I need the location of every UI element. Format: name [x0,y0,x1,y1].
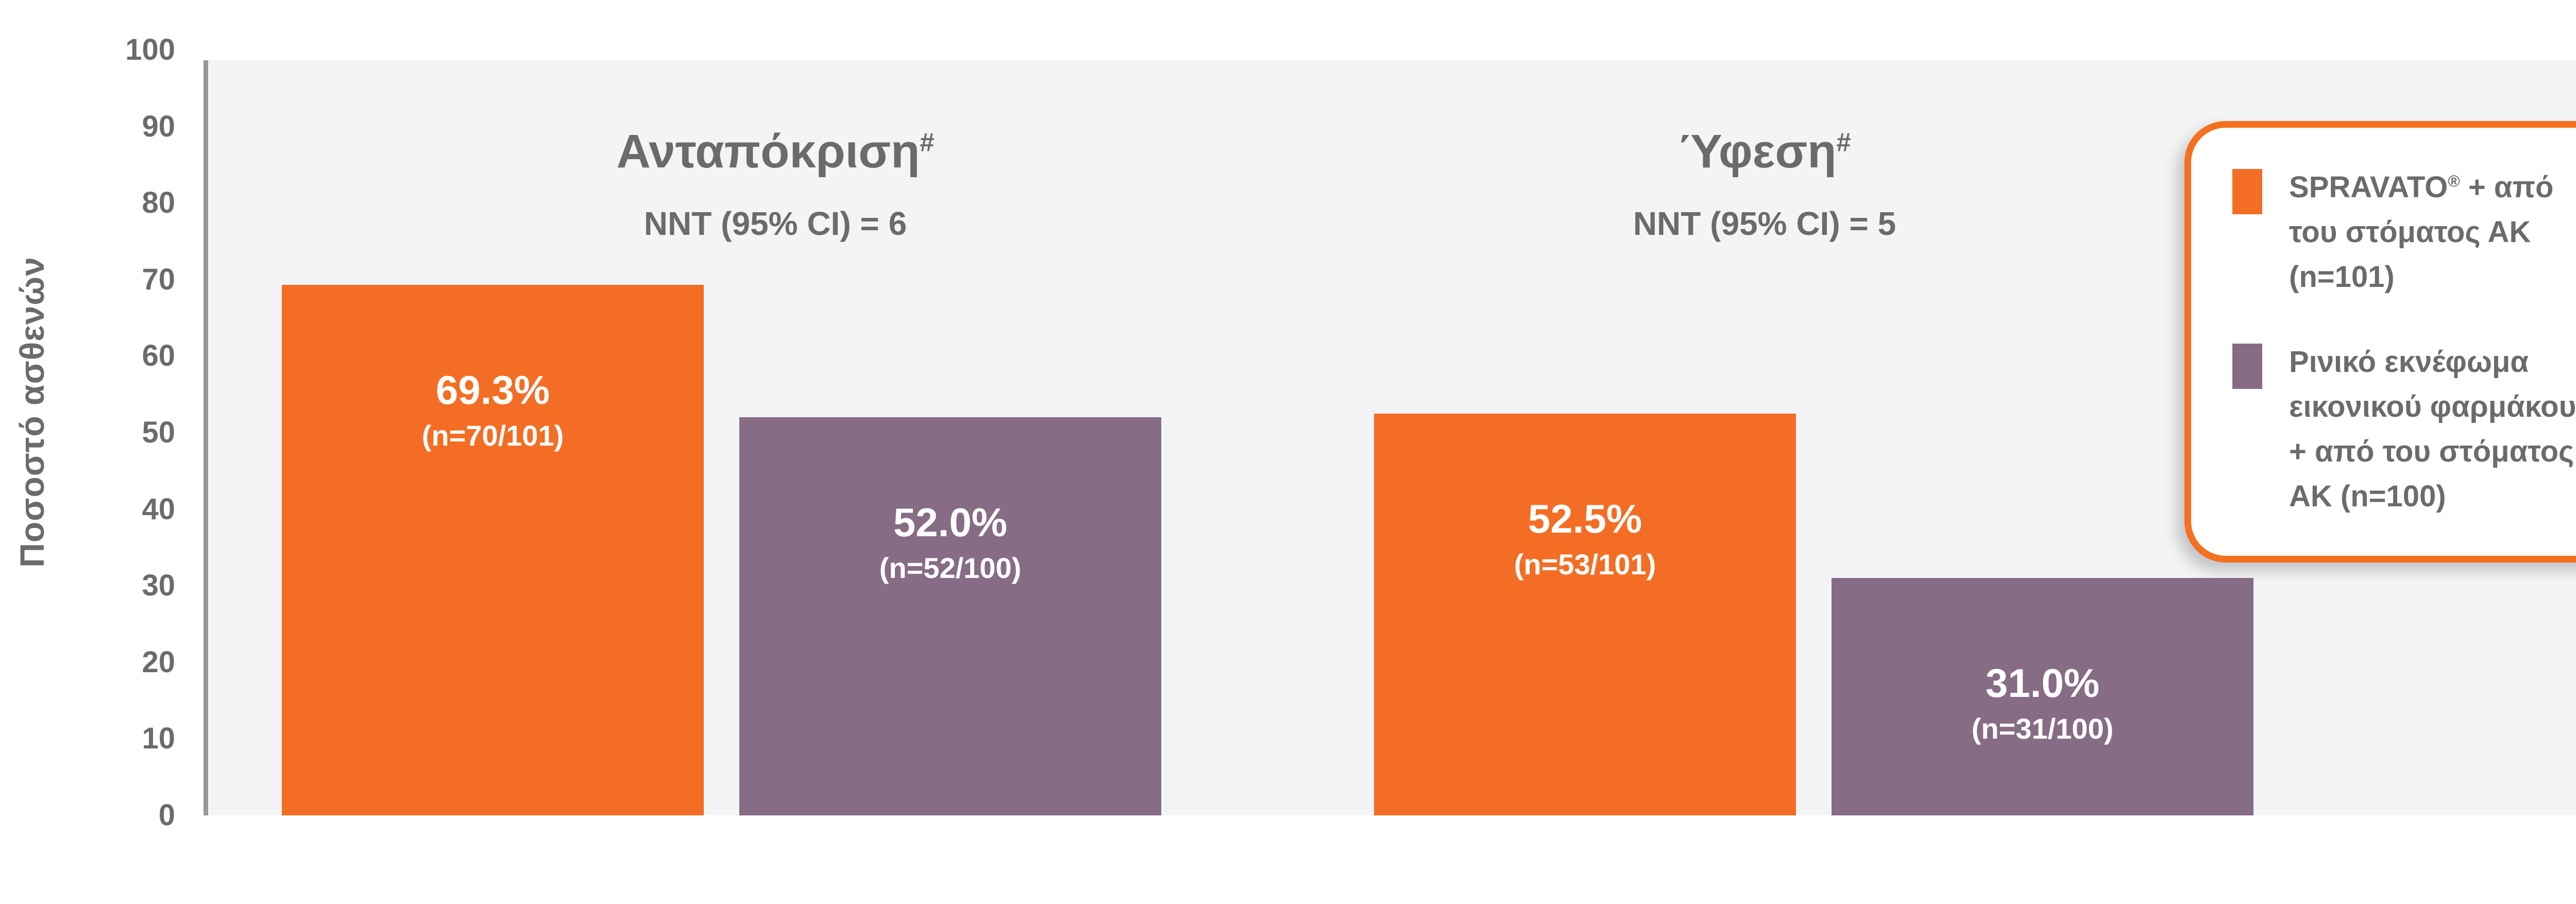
legend-item: Ρινικό εκνέφωμα εικονικού φαρμάκου + από τ… [2232,339,2576,519]
bar-value-label: 52.0% [893,500,1008,545]
legend-color-swatch [2232,344,2262,389]
legend-label-line: του στόματος ΑΚ [2289,215,2531,249]
bar: 52.0% (n=52/100) [739,417,1161,815]
bar-value-label: 69.3% [435,367,550,413]
bar-n-label: (n=52/100) [879,552,1022,584]
superscript-mark: ® [2448,172,2460,191]
y-tick-label: 70 [142,262,175,296]
y-tick-label: 20 [142,645,175,679]
y-tick-label: 60 [142,339,175,373]
legend-color-swatch [2232,169,2262,214]
legend-label-line: SPRAVATO® + από [2289,170,2554,204]
group-title: Ύφεση# [1678,128,1851,175]
group-title-superscript: # [920,127,935,157]
legend: SPRAVATO® + από του στόματος ΑΚ (n=101) Ριν… [2184,121,2576,562]
legend-item: SPRAVATO® + από του στόματος ΑΚ (n=101) [2232,165,2576,299]
legend-label-line: Ρινικό εκνέφωμα [2289,345,2529,379]
y-tick-label: 40 [142,492,175,526]
group-title-text: Ύφεση [1678,125,1837,178]
y-tick-label: 100 [125,33,175,66]
group-nnt-subtitle: NNT (95% CI) = 5 [1633,205,1896,242]
bar: 31.0% (n=31/100) [1832,578,2253,815]
group-title-superscript: # [1836,127,1851,157]
y-tick-label: 80 [142,186,175,220]
legend-label-line: εικονικού φαρμάκου [2289,390,2576,423]
legend-item-label: Ρινικό εκνέφωμα εικονικού φαρμάκου + από τ… [2289,339,2576,519]
y-tick-label: 10 [142,722,175,756]
y-tick-label: 50 [142,416,175,449]
y-tick-label: 30 [142,569,175,603]
y-tick-label: 90 [142,109,175,143]
group-nnt-subtitle: NNT (95% CI) = 6 [643,205,907,242]
bar-value-label: 52.5% [1528,496,1642,541]
bar: 52.5% (n=53/101) [1374,414,1796,815]
bar: 69.3% (n=70/101) [282,285,704,815]
bar-n-label: (n=53/101) [1514,548,1656,581]
bar-value-label: 31.0% [1985,660,2100,706]
bar-n-label: (n=70/101) [421,419,564,452]
group-title: Ανταπόκριση# [617,128,935,175]
group-title-text: Ανταπόκριση [616,125,920,178]
bar-n-label: (n=31/100) [1971,712,2114,745]
legend-item-label: SPRAVATO® + από του στόματος ΑΚ (n=101) [2289,165,2553,299]
y-tick-label: 0 [158,798,175,832]
legend-label-line: + από του στόματος [2289,435,2574,468]
legend-label-line: ΑΚ (n=100) [2289,480,2446,513]
legend-label-line: (n=101) [2289,260,2395,294]
